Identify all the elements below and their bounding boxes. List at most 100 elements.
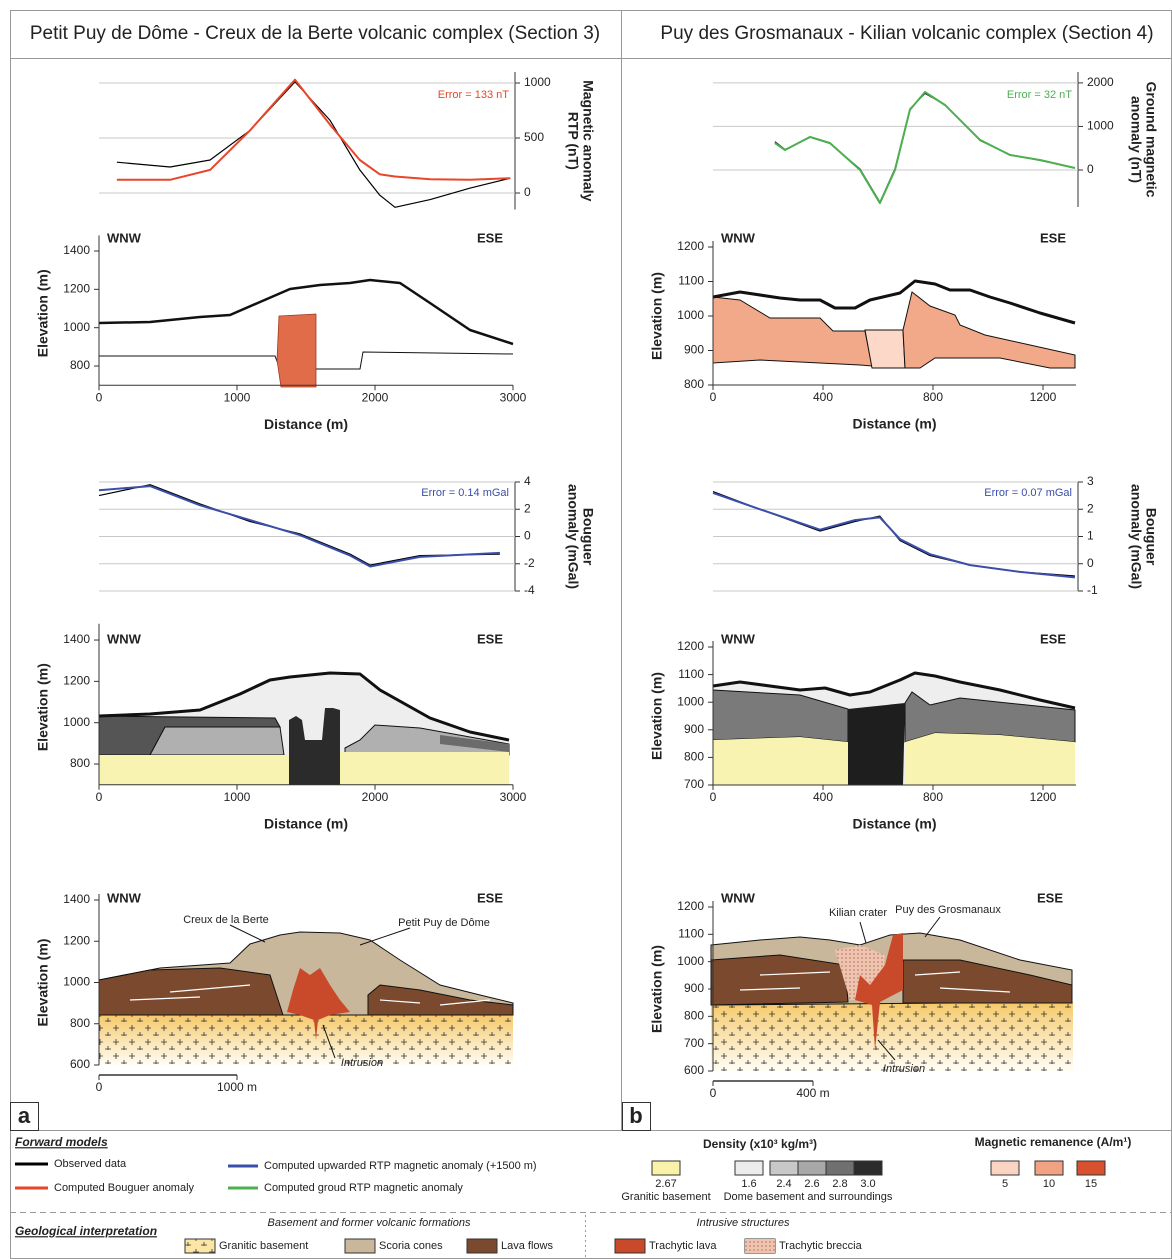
y-tick-label: 900: [684, 981, 704, 995]
direction-label: WNW: [107, 230, 142, 245]
y-tick-label: -4: [524, 583, 535, 597]
direction-label: WNW: [107, 631, 142, 646]
legend-value: 1.6: [741, 1178, 756, 1190]
y-tick-label: 800: [684, 1009, 704, 1023]
x-axis-label: Distance (m): [264, 815, 348, 831]
x-tick-label: 1200: [1030, 390, 1057, 404]
data-line: [712, 491, 1075, 579]
y-tick-label: 700: [684, 777, 704, 791]
x-tick-label: 3000: [500, 390, 527, 404]
y-tick-label: 800: [70, 358, 90, 372]
panel-label: b: [629, 1103, 642, 1128]
y-axis-label: Bouguer: [580, 508, 596, 566]
geologic-section: [98, 924, 514, 1065]
y-tick-label: 800: [70, 756, 90, 770]
legend-label: Lava flows: [501, 1240, 553, 1252]
x-tick-label: 1200: [1030, 790, 1057, 804]
annotation: Intrusion: [341, 1057, 383, 1069]
data-line: [116, 78, 511, 181]
data-line: [116, 81, 511, 208]
legend-value: 10: [1043, 1178, 1055, 1190]
y-tick-label: 900: [684, 722, 704, 736]
geologic-section: [710, 916, 1073, 1071]
x-tick-label: 0: [96, 790, 103, 804]
y-tick-label: 1000: [1087, 119, 1114, 133]
panel-title: Petit Puy de Dôme - Creux de la Berte vo…: [30, 23, 600, 44]
annotation: Creux de la Berte: [183, 914, 269, 926]
y-tick-label: 2000: [1087, 75, 1114, 89]
y-tick-label: 1400: [63, 632, 90, 646]
x-tick-label: 0: [96, 390, 103, 404]
x-tick-label: 0: [710, 790, 717, 804]
annotation: Puy des Grosmanaux: [895, 904, 1001, 916]
y-tick-label: 1200: [63, 674, 90, 688]
x-tick-label: 400 m: [796, 1086, 829, 1100]
y-tick-label: 700: [684, 1036, 704, 1050]
y-tick-label: 2: [1087, 501, 1094, 515]
annotation: Kilian crater: [829, 907, 887, 919]
y-tick-label: 600: [684, 1063, 704, 1077]
y-axis-label: anomaly (nT): [1128, 96, 1144, 183]
legend-label: Scoria cones: [379, 1240, 443, 1252]
direction-label: ESE: [477, 890, 503, 905]
annotation: Petit Puy de Dôme: [398, 917, 490, 929]
error-annotation: Error = 32 nT: [1007, 89, 1072, 101]
legend-value: 3.0: [860, 1178, 875, 1190]
direction-label: ESE: [477, 230, 503, 245]
legend-title: Density (x10³ kg/m³): [703, 1137, 817, 1151]
y-tick-label: 1200: [63, 933, 90, 947]
x-tick-label: 800: [923, 790, 943, 804]
legend-swatch: [797, 1160, 827, 1176]
section-model: [98, 278, 514, 388]
x-tick-label: 3000: [500, 790, 527, 804]
x-tick-label: 1000 m: [217, 1080, 257, 1094]
x-tick-label: 400: [813, 790, 833, 804]
legend-swatch: [466, 1238, 498, 1254]
y-tick-label: 1400: [63, 892, 90, 906]
y-tick-label: 1100: [678, 667, 704, 681]
direction-label: WNW: [721, 631, 756, 646]
y-tick-label: 800: [684, 377, 704, 391]
y-tick-label: 3: [1087, 474, 1094, 488]
direction-label: ESE: [477, 631, 503, 646]
y-tick-label: 1000: [524, 75, 551, 89]
legend-value: 2.6: [804, 1178, 819, 1190]
legend-title: Forward models: [15, 1135, 108, 1149]
legend-value: 2.4: [776, 1178, 791, 1190]
legend-label: Computed upwarded RTP magnetic anomaly (…: [264, 1160, 537, 1172]
legend-group: Intrusive structures: [697, 1217, 790, 1229]
legend-value: 15: [1085, 1178, 1097, 1190]
y-axis-label: Elevation (m): [35, 939, 51, 1027]
legend-label: Observed data: [54, 1158, 127, 1170]
y-tick-label: 1: [1087, 529, 1094, 543]
y-tick-label: 1000: [63, 320, 90, 334]
y-axis-label: anomaly (mGal): [565, 484, 581, 589]
legend-pattern: [185, 1239, 215, 1253]
legend-pattern: [745, 1239, 775, 1253]
x-axis-label: Distance (m): [852, 416, 936, 432]
x-tick-label: 400: [813, 390, 833, 404]
y-tick-label: 1100: [678, 274, 704, 288]
x-tick-label: 2000: [362, 390, 389, 404]
panel-title: Puy des Grosmanaux - Kilian volcanic com…: [660, 23, 1153, 44]
legend-value: 2.8: [832, 1178, 847, 1190]
legend-swatch: [734, 1160, 764, 1176]
legend-swatch: [1034, 1160, 1064, 1176]
legend-label: Trachytic lava: [649, 1240, 717, 1252]
direction-label: WNW: [721, 890, 756, 905]
y-axis-label: Elevation (m): [35, 269, 51, 357]
y-tick-label: 1000: [677, 694, 704, 708]
y-axis-label: Ground magnetic: [1143, 82, 1159, 198]
y-tick-label: 1200: [63, 282, 90, 296]
y-tick-label: 1000: [63, 975, 90, 989]
annotation: Intrusion: [883, 1063, 925, 1075]
y-tick-label: 800: [70, 1016, 90, 1030]
y-tick-label: 1200: [677, 639, 704, 653]
x-axis-label: Distance (m): [264, 416, 348, 432]
error-annotation: Error = 0.14 mGal: [421, 487, 509, 499]
direction-label: ESE: [1040, 230, 1066, 245]
y-axis-label: anomaly (mGal): [1128, 484, 1144, 589]
x-tick-label: 0: [96, 1080, 103, 1094]
direction-label: ESE: [1040, 631, 1066, 646]
